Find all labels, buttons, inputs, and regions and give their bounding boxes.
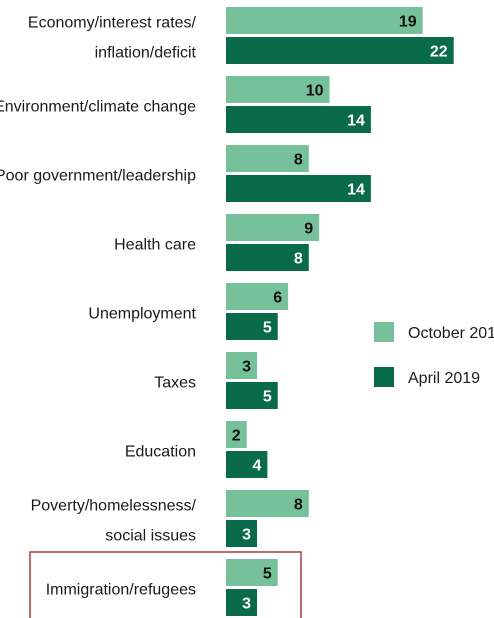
category-label-poverty-homelessness-social-issues-line2: social issues [105,528,196,545]
category-label-economy-interest-rates-inflation-deficit-line2: inflation/deficit [95,45,197,62]
category-label-taxes: Taxes [154,375,196,392]
legend-label-october-2018: October 2018 [408,325,494,342]
category-label-health-care: Health care [114,237,196,254]
legend-swatch-april-2019 [374,367,394,387]
value-label-health-care-october-2018: 9 [304,221,313,238]
value-label-economy-interest-rates-inflation-deficit-october-2018: 19 [399,14,417,31]
category-label-economy-interest-rates-inflation-deficit-line1: Economy/interest rates/ [28,15,197,32]
category-label-poverty-homelessness-social-issues-line1: Poverty/homelessness/ [31,498,197,515]
value-label-taxes-april-2019: 5 [263,389,272,406]
value-label-environment-climate-change-april-2019: 14 [347,113,365,130]
value-label-health-care-april-2019: 8 [294,251,303,268]
value-label-environment-climate-change-october-2018: 10 [306,83,324,100]
category-label-poor-government-leadership: Poor government/leadership [0,168,196,185]
bars [226,7,454,616]
value-label-immigration-refugees-april-2019: 3 [242,596,251,613]
value-label-taxes-october-2018: 3 [242,359,251,376]
value-label-education-october-2018: 2 [232,428,241,445]
value-label-poor-government-leadership-april-2019: 14 [347,182,365,199]
bar-economy-interest-rates-inflation-deficit-april-2019 [226,37,454,64]
value-label-poverty-homelessness-social-issues-april-2019: 3 [242,527,251,544]
legend-swatch-october-2018 [374,322,394,342]
category-label-environment-climate-change: Environment/climate change [0,99,196,116]
legend-label-april-2019: April 2019 [408,370,480,387]
value-label-economy-interest-rates-inflation-deficit-april-2019: 22 [430,44,448,61]
value-label-education-april-2019: 4 [252,458,261,475]
value-label-unemployment-october-2018: 6 [273,290,282,307]
bar-economy-interest-rates-inflation-deficit-october-2018 [226,7,423,34]
value-label-poor-government-leadership-october-2018: 8 [294,152,303,169]
value-label-poverty-homelessness-social-issues-october-2018: 8 [294,497,303,514]
value-label-unemployment-april-2019: 5 [263,320,272,337]
category-label-unemployment: Unemployment [88,306,196,323]
category-labels: Economy/interest rates/inflation/deficit… [0,15,197,599]
category-label-immigration-refugees: Immigration/refugees [46,582,196,599]
category-label-education: Education [125,444,196,461]
legend: October 2018 April 2019 [374,322,494,387]
value-label-immigration-refugees-october-2018: 5 [263,566,272,583]
